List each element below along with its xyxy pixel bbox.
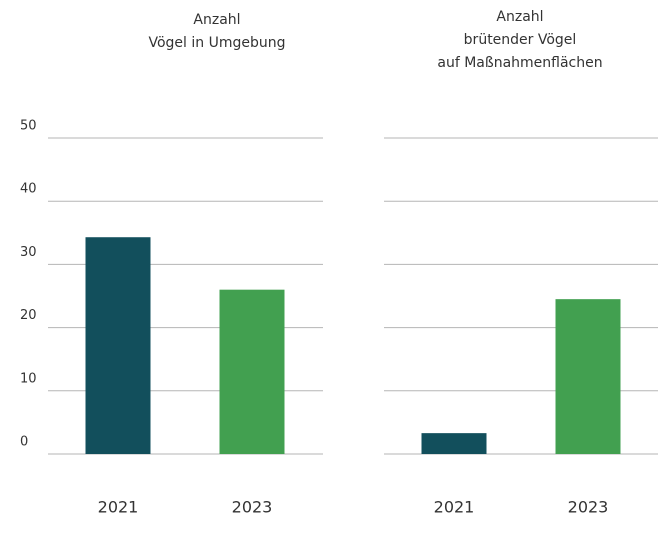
x-tick-label: 2021 <box>98 498 139 517</box>
y-tick-label: 30 <box>20 245 37 260</box>
chart-title: Vögel in Umgebung <box>148 35 285 51</box>
bar <box>421 433 487 454</box>
x-tick-label: 2021 <box>434 498 475 517</box>
chart-title: Anzahl <box>496 9 543 25</box>
bar <box>219 289 285 454</box>
x-tick-label: 2023 <box>568 498 609 517</box>
bar <box>85 237 151 454</box>
chart-title: auf Maßnahmenflächen <box>437 55 602 71</box>
y-tick-label: 20 <box>20 308 37 323</box>
y-tick-label: 10 <box>20 371 37 386</box>
y-tick-label: 0 <box>20 435 28 450</box>
y-tick-label: 40 <box>20 182 37 197</box>
x-tick-label: 2023 <box>232 498 273 517</box>
y-tick-label: 50 <box>20 119 37 134</box>
bar <box>555 299 621 454</box>
chart-title: brütender Vögel <box>464 32 577 48</box>
chart-title: Anzahl <box>193 12 240 28</box>
